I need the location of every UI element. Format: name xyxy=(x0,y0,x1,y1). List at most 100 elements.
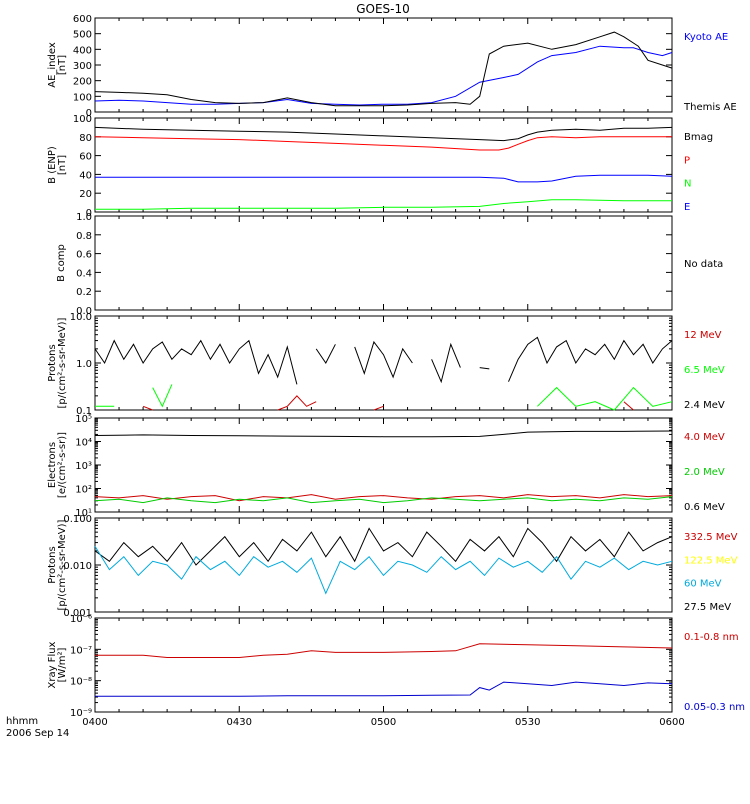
y-tick-label: 80 xyxy=(79,133,92,144)
series-line-kyoto-ae xyxy=(94,45,673,106)
series-line-12-mev xyxy=(142,395,634,411)
y-tick-label: 10² xyxy=(75,485,92,496)
legend-entry: 4.0 MeV xyxy=(684,432,725,443)
y-tick-label: 1.0 xyxy=(76,212,92,223)
y-tick-label: 10³ xyxy=(75,461,92,472)
y-tick-label: 1.0 xyxy=(76,359,92,370)
series-line-60-mev xyxy=(94,546,673,595)
legend-entry: 27.5 MeV xyxy=(684,602,731,613)
y-tick-label: 200 xyxy=(73,77,92,88)
y-axis-label: [e/(cm²-s-sr)] xyxy=(57,432,68,498)
y-tick-label: 0.010 xyxy=(63,561,92,572)
panel-2: 0 20 40 60 80 100 B (ENP) [nT] Bmag P N E xyxy=(47,114,713,219)
y-tick-label: 10.0 xyxy=(70,312,92,323)
y-tick-label: 100 xyxy=(73,114,92,125)
y-axis-label: [W/m²] xyxy=(57,647,68,682)
y-tick-label: 500 xyxy=(73,30,92,41)
series-line-0-05-0-3-nm xyxy=(95,681,673,697)
y-tick-label: 0.001 xyxy=(63,608,92,619)
y-axis-label: Xray Flux xyxy=(47,641,58,688)
panel-frame xyxy=(94,517,673,613)
legend-entry: 0.6 MeV xyxy=(684,502,725,513)
y-tick-label: 100 xyxy=(73,92,92,103)
y-tick-label: 0.6 xyxy=(76,250,92,261)
y-tick-label: 0.8 xyxy=(76,231,92,242)
legend-entry: Themis AE xyxy=(683,102,737,113)
y-axis-label: [nT] xyxy=(57,55,68,75)
y-tick-label: 0.2 xyxy=(76,287,92,298)
series-line-e xyxy=(95,174,673,183)
y-axis-label: [nT] xyxy=(57,155,68,175)
y-tick-label: 0.100 xyxy=(63,514,92,525)
x-tick-label: 0400 xyxy=(82,717,107,728)
y-axis-label: Electrons xyxy=(47,442,58,488)
legend-entry: E xyxy=(684,202,690,213)
legend-entry: P xyxy=(684,155,690,166)
panel-4: 0.1 1.0 10.0 Protons [p/(cm²-s-sr-MeV)] 12 Me… xyxy=(47,312,725,417)
x-tick-label: 0500 xyxy=(371,717,396,728)
panel-3: 0.0 0.2 0.4 0.6 0.8 1.0 B comp No data xyxy=(56,212,723,317)
y-tick-label: 10⁵ xyxy=(75,414,92,425)
panel-frame xyxy=(94,117,673,213)
y-axis-label: [p/(cm²-s-sr-MeV)] xyxy=(57,317,68,408)
series-line-bmag xyxy=(94,126,673,142)
y-axis-label: AE_index xyxy=(47,42,58,88)
x-tick-label: 0430 xyxy=(227,717,252,728)
y-tick-label: 0.4 xyxy=(76,268,92,279)
y-axis-label: B comp xyxy=(56,244,67,282)
panel-frame xyxy=(94,215,673,311)
legend-entry: 60 MeV xyxy=(684,579,722,590)
panel-1: 0 100 200 300 400 500 600 AE_index [nT] Kyoto AE T… xyxy=(47,14,737,119)
footer-hhmm: hhmm xyxy=(6,716,38,727)
legend-entry: 12 MeV xyxy=(684,330,722,341)
legend-entry: 122.5 MeV xyxy=(684,555,738,566)
series-line-6-5-mev xyxy=(95,384,673,411)
legend-entry: 2.4 MeV xyxy=(684,400,725,411)
panel-frame xyxy=(94,617,673,713)
y-tick-label: 40 xyxy=(79,170,92,181)
panel-frame xyxy=(94,315,673,411)
panel-6: 0.001 0.010 0.100 Protons [p/(cm²-s-sr-MeV)]… xyxy=(47,514,738,619)
y-tick-label: 20 xyxy=(79,189,92,200)
series-line-n xyxy=(95,199,672,210)
legend-entry: 332.5 MeV xyxy=(684,532,738,543)
series-line-0-1-0-8-nm xyxy=(95,643,673,658)
series-line-2-0-mev xyxy=(94,496,673,504)
series-line-0-6-mev xyxy=(94,430,673,438)
panel-7: 10⁻⁹ 10⁻⁸ 10⁻⁷ 10⁻⁶ Xray Flux [W/m²] 0.1-0.8 n… xyxy=(47,614,745,719)
y-axis-label: B (ENP) xyxy=(47,146,58,184)
y-tick-label: 10⁻⁹ xyxy=(70,708,92,719)
y-tick-label: 400 xyxy=(73,45,92,56)
y-tick-label: 0.1 xyxy=(76,406,92,417)
x-tick-label: 0600 xyxy=(659,717,684,728)
legend-entry: 0.05-0.3 nm xyxy=(684,702,745,713)
legend-entry: 0.1-0.8 nm xyxy=(684,632,739,643)
series-line-themis-ae xyxy=(94,31,673,107)
y-tick-label: 10⁻⁷ xyxy=(70,645,92,656)
panel-5: 10¹ 10² 10³ 10⁴ 10⁵ Electrons [e/(cm²-s-sr)] 4.… xyxy=(47,414,725,519)
y-tick-label: 10¹ xyxy=(75,508,92,519)
y-tick-label: 0 xyxy=(86,108,92,119)
legend-entry: Bmag xyxy=(684,132,713,143)
series-line-2-4-mev xyxy=(94,336,673,385)
series-line-27-5-mev xyxy=(94,527,673,566)
y-tick-label: 0.0 xyxy=(76,306,92,317)
y-tick-label: 10⁻⁸ xyxy=(70,677,92,688)
legend-entry: 6.5 MeV xyxy=(684,365,725,376)
y-axis-label: Protons xyxy=(47,546,58,583)
legend-entry: N xyxy=(684,179,691,190)
y-tick-label: 60 xyxy=(79,152,92,163)
legend-entry: No data xyxy=(684,259,723,270)
series-line-4-0-mev xyxy=(94,494,673,502)
y-axis-label: Protons xyxy=(47,344,58,381)
y-tick-label: 10⁴ xyxy=(75,438,92,449)
y-axis-label: [p/(cm²-s-sr-MeV)] xyxy=(57,519,68,610)
x-tick-label: 0530 xyxy=(515,717,540,728)
chart-title: GOES-10 xyxy=(356,2,410,16)
y-tick-label: 600 xyxy=(73,14,92,25)
series-line-p xyxy=(94,136,672,151)
y-tick-label: 10⁻⁶ xyxy=(70,614,92,625)
